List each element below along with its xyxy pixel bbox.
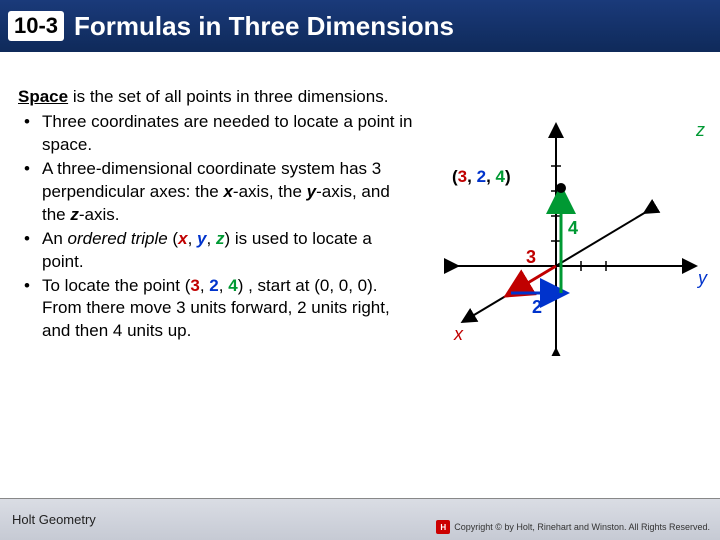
bullet-4: To locate the point (3, 2, 4) , start at… [18,275,418,344]
diagram-svg: z y x (3, 2, 4) 3 2 4 [436,116,716,356]
b3-a: An [42,229,68,248]
b4-a: To locate the point ( [42,276,190,295]
lead-sentence: Space is the set of all points in three … [18,86,418,109]
b4-b: , [200,276,209,295]
b2-y: y [307,182,316,201]
body-text: Space is the set of all points in three … [18,86,418,343]
slide-content: Space is the set of all points in three … [0,52,720,498]
lesson-number-badge: 10-3 [8,11,64,41]
holt-logo-icon: H [436,520,450,534]
b3-d: , [206,229,215,248]
axis-x-label: x [453,324,464,344]
label-4: 4 [568,218,578,238]
b2-b: -axis, the [233,182,307,201]
definition-term: Space [18,87,68,106]
bullet-list: Three coordinates are needed to locate a… [18,111,418,343]
b3-b: ( [168,229,178,248]
b2-z: z [70,205,79,224]
b4-4: 4 [228,276,237,295]
point-label: (3, 2, 4) [452,167,511,186]
b2-d: -axis. [79,205,120,224]
label-2: 2 [532,297,542,317]
label-3: 3 [526,247,536,267]
b2-x: x [223,182,232,201]
bullet-3: An ordered triple (x, y, z) is used to l… [18,228,418,274]
slide-header: 10-3 Formulas in Three Dimensions [0,0,720,52]
b4-3: 3 [190,276,199,295]
b4-c: , [219,276,228,295]
footer-brand: Holt Geometry [12,512,96,527]
copyright-text: Copyright © by Holt, Rinehart and Winsto… [454,522,710,532]
coordinate-diagram: z y x (3, 2, 4) 3 2 4 [436,116,716,356]
slide-footer: Holt Geometry H Copyright © by Holt, Rin… [0,498,720,540]
b3-it: ordered triple [68,229,168,248]
copyright: H Copyright © by Holt, Rinehart and Wins… [436,520,710,534]
bullet-2: A three-dimensional coordinate system ha… [18,158,418,227]
b3-c: , [188,229,197,248]
slide-title: Formulas in Three Dimensions [74,11,454,42]
lead-rest: is the set of all points in three dimens… [68,87,388,106]
axis-y-label: y [696,268,708,288]
b4-2: 2 [209,276,218,295]
axis-z-label: z [695,120,705,140]
b3-x: x [178,229,187,248]
bullet-1: Three coordinates are needed to locate a… [18,111,418,157]
